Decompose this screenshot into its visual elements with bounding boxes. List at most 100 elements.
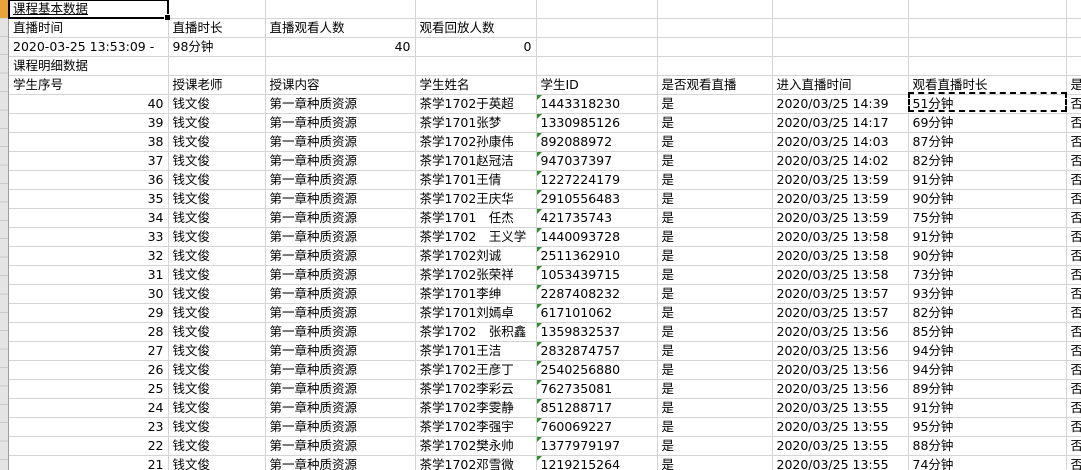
cell-student-name[interactable]: 茶学1701赵冠洁 bbox=[415, 151, 537, 171]
cell-watch-duration[interactable]: 73分钟 bbox=[908, 265, 1067, 285]
cell-empty[interactable] bbox=[536, 18, 658, 38]
cell-enter-time[interactable]: 2020/03/25 14:39 bbox=[772, 94, 909, 114]
cell-content[interactable]: 第一章种质资源 bbox=[265, 132, 416, 152]
cell-content[interactable]: 第一章种质资源 bbox=[265, 208, 416, 228]
cell-empty[interactable] bbox=[415, 56, 537, 76]
cell-student-name[interactable]: 茶学1702 王义学 bbox=[415, 227, 537, 247]
cell-content[interactable]: 第一章种质资源 bbox=[265, 94, 416, 114]
cell-empty[interactable] bbox=[1066, 18, 1081, 38]
cell-watched-live[interactable]: 是 bbox=[657, 417, 773, 437]
cell-teacher[interactable]: 钱文俊 bbox=[168, 170, 266, 190]
cell-header-live-viewers[interactable]: 直播观看人数 bbox=[265, 18, 416, 38]
cell-teacher[interactable]: 钱文俊 bbox=[168, 417, 266, 437]
cell-watched-replay[interactable]: 否 bbox=[1066, 151, 1081, 171]
cell-content[interactable]: 第一章种质资源 bbox=[265, 322, 416, 342]
cell-watched-live[interactable]: 是 bbox=[657, 189, 773, 209]
cell-student-id[interactable]: 1219215264 bbox=[536, 455, 658, 470]
cell-header-watch-duration[interactable]: 观看直播时长 bbox=[908, 75, 1067, 95]
cell-student-name[interactable]: 茶学1702孙康伟 bbox=[415, 132, 537, 152]
cell-student-id[interactable]: 1377979197 bbox=[536, 436, 658, 456]
cell-watched-replay[interactable]: 否 bbox=[1066, 189, 1081, 209]
cell-watch-duration[interactable]: 85分钟 bbox=[908, 322, 1067, 342]
cell-header-student-name[interactable]: 学生姓名 bbox=[415, 75, 537, 95]
row-header-strip[interactable] bbox=[0, 0, 9, 470]
cell-header-content[interactable]: 授课内容 bbox=[265, 75, 416, 95]
cell-student-name[interactable]: 茶学1702 张积鑫 bbox=[415, 322, 537, 342]
cell-teacher[interactable]: 钱文俊 bbox=[168, 208, 266, 228]
cell-watch-duration[interactable]: 93分钟 bbox=[908, 284, 1067, 304]
cell-student-name[interactable]: 茶学1702于英超 bbox=[415, 94, 537, 114]
cell-student-id[interactable]: 2540256880 bbox=[536, 360, 658, 380]
cell-enter-time[interactable]: 2020/03/25 13:56 bbox=[772, 360, 909, 380]
cell-empty[interactable] bbox=[265, 0, 416, 19]
cell-enter-time[interactable]: 2020/03/25 14:02 bbox=[772, 151, 909, 171]
cell-watched-live[interactable]: 是 bbox=[657, 360, 773, 380]
cell-live-viewers-value[interactable]: 40 bbox=[265, 37, 416, 57]
cell-watched-live[interactable]: 是 bbox=[657, 151, 773, 171]
cell-empty[interactable] bbox=[657, 0, 773, 19]
cell-empty[interactable] bbox=[908, 56, 1067, 76]
cell-watched-replay[interactable]: 否 bbox=[1066, 227, 1081, 247]
cell-course-detail-title[interactable]: 课程明细数据 bbox=[9, 56, 169, 76]
cell-student-seq[interactable]: 38 bbox=[9, 132, 169, 152]
cell-student-seq[interactable]: 30 bbox=[9, 284, 169, 304]
cell-content[interactable]: 第一章种质资源 bbox=[265, 265, 416, 285]
cell-enter-time[interactable]: 2020/03/25 13:58 bbox=[772, 246, 909, 266]
cell-empty[interactable] bbox=[657, 56, 773, 76]
cell-header-live-duration[interactable]: 直播时长 bbox=[168, 18, 266, 38]
cell-empty[interactable] bbox=[657, 18, 773, 38]
cell-watch-duration[interactable]: 90分钟 bbox=[908, 189, 1067, 209]
cell-student-name[interactable]: 茶学1702王彦丁 bbox=[415, 360, 537, 380]
cell-watch-duration[interactable]: 91分钟 bbox=[908, 170, 1067, 190]
cell-watch-duration[interactable]: 51分钟 bbox=[908, 94, 1067, 114]
cell-student-seq[interactable]: 35 bbox=[9, 189, 169, 209]
cell-content[interactable]: 第一章种质资源 bbox=[265, 436, 416, 456]
cell-empty[interactable] bbox=[168, 0, 266, 19]
cell-watched-replay[interactable]: 否 bbox=[1066, 436, 1081, 456]
cell-enter-time[interactable]: 2020/03/25 13:56 bbox=[772, 322, 909, 342]
cell-watched-live[interactable]: 是 bbox=[657, 322, 773, 342]
cell-student-seq[interactable]: 34 bbox=[9, 208, 169, 228]
cell-watched-replay[interactable]: 否 bbox=[1066, 246, 1081, 266]
cell-empty[interactable] bbox=[772, 37, 909, 57]
cell-empty[interactable] bbox=[1066, 0, 1081, 19]
cell-student-seq[interactable]: 32 bbox=[9, 246, 169, 266]
cell-content[interactable]: 第一章种质资源 bbox=[265, 303, 416, 323]
cell-content[interactable]: 第一章种质资源 bbox=[265, 151, 416, 171]
cell-student-seq[interactable]: 26 bbox=[9, 360, 169, 380]
cell-empty[interactable] bbox=[1066, 37, 1081, 57]
cell-empty[interactable] bbox=[772, 18, 909, 38]
cell-watched-live[interactable]: 是 bbox=[657, 436, 773, 456]
cell-empty[interactable] bbox=[908, 0, 1067, 19]
cell-student-name[interactable]: 茶学1701刘嫣卓 bbox=[415, 303, 537, 323]
cell-teacher[interactable]: 钱文俊 bbox=[168, 94, 266, 114]
cell-watched-live[interactable]: 是 bbox=[657, 265, 773, 285]
cell-enter-time[interactable]: 2020/03/25 13:58 bbox=[772, 227, 909, 247]
cell-student-seq[interactable]: 29 bbox=[9, 303, 169, 323]
cell-watch-duration[interactable]: 91分钟 bbox=[908, 398, 1067, 418]
cell-live-time-value[interactable]: 2020-03-25 13:53:09 - bbox=[9, 37, 169, 57]
cell-header-replay-viewers[interactable]: 观看回放人数 bbox=[415, 18, 537, 38]
cell-watched-replay[interactable]: 否 bbox=[1066, 284, 1081, 304]
cell-student-id[interactable]: 851288717 bbox=[536, 398, 658, 418]
cell-empty[interactable] bbox=[657, 37, 773, 57]
cell-content[interactable]: 第一章种质资源 bbox=[265, 170, 416, 190]
cell-student-seq[interactable]: 37 bbox=[9, 151, 169, 171]
cell-student-id[interactable]: 2832874757 bbox=[536, 341, 658, 361]
cell-content[interactable]: 第一章种质资源 bbox=[265, 398, 416, 418]
cell-watch-duration[interactable]: 91分钟 bbox=[908, 227, 1067, 247]
cell-student-id[interactable]: 1330985126 bbox=[536, 113, 658, 133]
cell-watched-live[interactable]: 是 bbox=[657, 170, 773, 190]
cell-header-watched-live[interactable]: 是否观看直播 bbox=[657, 75, 773, 95]
cell-header-live-time[interactable]: 直播时间 bbox=[9, 18, 169, 38]
cell-enter-time[interactable]: 2020/03/25 14:17 bbox=[772, 113, 909, 133]
cell-student-id[interactable]: 421735743 bbox=[536, 208, 658, 228]
cell-teacher[interactable]: 钱文俊 bbox=[168, 246, 266, 266]
cell-student-id[interactable]: 892088972 bbox=[536, 132, 658, 152]
cell-empty[interactable] bbox=[772, 56, 909, 76]
cell-content[interactable]: 第一章种质资源 bbox=[265, 379, 416, 399]
cell-content[interactable]: 第一章种质资源 bbox=[265, 360, 416, 380]
cell-teacher[interactable]: 钱文俊 bbox=[168, 151, 266, 171]
cell-watch-duration[interactable]: 95分钟 bbox=[908, 417, 1067, 437]
cell-empty[interactable] bbox=[415, 0, 537, 19]
